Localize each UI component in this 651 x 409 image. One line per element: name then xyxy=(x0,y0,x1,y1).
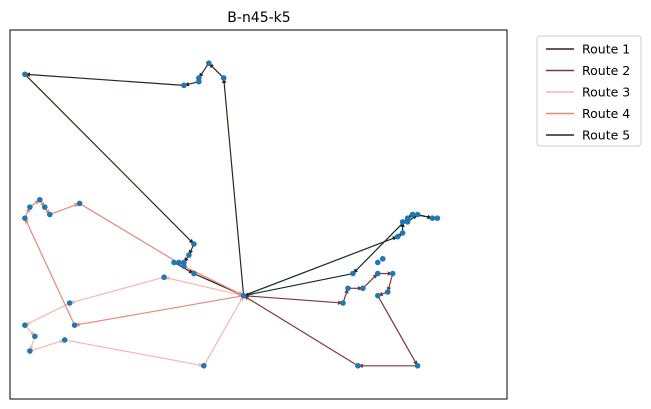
customer-node xyxy=(161,274,167,281)
route-3-segment xyxy=(203,295,245,367)
route-4-segment xyxy=(74,295,244,326)
customer-node xyxy=(61,337,68,343)
customer-node xyxy=(355,362,361,369)
legend: Route 1 Route 2 Route 3 Route 4 Route 5 xyxy=(536,35,642,147)
route-5-segment xyxy=(243,272,354,297)
legend-frame xyxy=(536,35,642,147)
customer-node xyxy=(201,362,207,369)
customer-node xyxy=(66,300,73,306)
customer-node xyxy=(409,211,416,218)
customer-node xyxy=(384,289,391,295)
customer-node xyxy=(345,285,351,292)
customer-node xyxy=(71,322,78,329)
customer-node xyxy=(32,333,38,340)
route-3-segment xyxy=(69,276,165,304)
customer-node xyxy=(171,259,177,266)
legend-label-route-5: Route 5 xyxy=(582,128,630,143)
customer-node xyxy=(22,71,28,78)
customer-node xyxy=(27,204,33,210)
legend-label-route-3: Route 3 xyxy=(582,85,630,100)
route-4-segment xyxy=(49,202,80,216)
route-2-segment xyxy=(377,295,419,367)
customer-node xyxy=(394,233,401,240)
route-1-segment xyxy=(24,73,184,86)
customer-node xyxy=(429,215,436,221)
route-3-segment xyxy=(24,302,70,326)
route-2-segment xyxy=(243,295,344,304)
customer-node xyxy=(350,270,356,277)
customer-node xyxy=(176,259,182,266)
legend-label-route-2: Route 2 xyxy=(582,63,630,78)
customer-node xyxy=(404,215,411,221)
route-2-segment xyxy=(243,295,359,367)
route-4-segment xyxy=(79,202,185,267)
route-1-segment xyxy=(24,73,195,245)
route-4-segment xyxy=(24,217,76,326)
legend-items: Route 1 Route 2 Route 3 Route 4 Route 5 xyxy=(546,42,630,143)
customer-node xyxy=(414,362,421,369)
customer-node xyxy=(340,300,346,306)
customer-node xyxy=(434,215,441,221)
customer-node xyxy=(414,211,421,218)
customer-node xyxy=(37,196,43,203)
customer-node xyxy=(374,292,381,299)
customer-node xyxy=(181,263,187,269)
customer-node xyxy=(191,241,197,247)
customer-node xyxy=(22,215,28,221)
route-5-segment xyxy=(243,236,398,297)
route-5-segment xyxy=(352,217,409,274)
customer-node xyxy=(76,200,83,207)
customer-node xyxy=(206,60,212,67)
customer-node xyxy=(27,348,33,354)
customer-node xyxy=(46,211,53,218)
customer-node xyxy=(181,82,187,89)
route-1-segment xyxy=(223,77,245,296)
customer-node xyxy=(360,285,366,292)
customer-node xyxy=(196,78,202,85)
customer-node xyxy=(220,75,227,81)
legend-label-route-1: Route 1 xyxy=(582,42,630,57)
customer-node xyxy=(186,252,192,258)
customer-node xyxy=(389,270,396,277)
customer-node xyxy=(399,219,406,225)
chart-title: B-n45-k5 xyxy=(227,10,290,26)
route-3-segment xyxy=(163,276,244,297)
customer-node xyxy=(399,230,406,236)
route-3-segment xyxy=(64,339,204,367)
plot-area xyxy=(9,29,508,400)
customer-node xyxy=(374,270,381,277)
customer-node xyxy=(374,259,381,266)
customer-node xyxy=(22,322,28,329)
route-3-segment xyxy=(29,339,65,352)
customer-node xyxy=(379,255,386,262)
customer-node xyxy=(191,270,197,277)
nodes-layer xyxy=(22,60,441,369)
customer-node xyxy=(240,292,247,299)
legend-label-route-4: Route 4 xyxy=(582,106,630,121)
customer-node xyxy=(41,204,48,210)
